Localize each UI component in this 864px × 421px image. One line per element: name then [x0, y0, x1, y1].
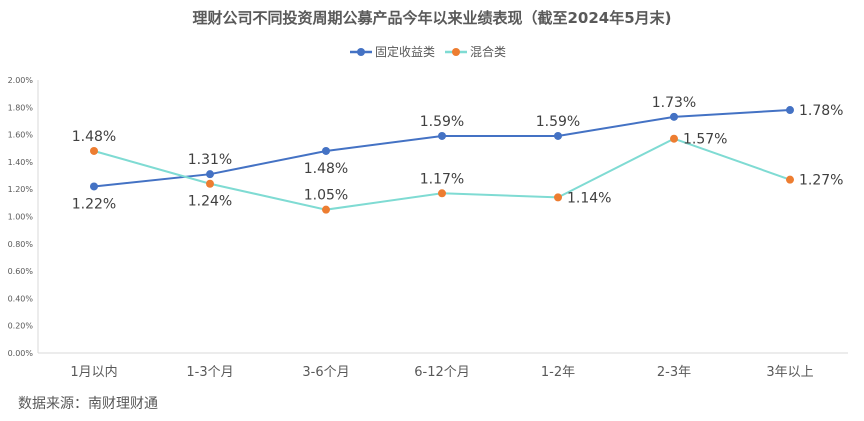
- data-point: [554, 131, 562, 140]
- legend-label: 固定收益类: [375, 44, 435, 59]
- data-label: 1.22%: [72, 196, 116, 212]
- data-point: [322, 146, 330, 155]
- y-tick-label: 0.00%: [8, 349, 34, 358]
- data-point: [206, 170, 214, 179]
- data-label: 1.05%: [304, 188, 348, 204]
- x-tick-label: 3-6个月: [302, 365, 349, 380]
- data-point: [438, 189, 446, 198]
- data-label: 1.59%: [536, 114, 580, 130]
- legend: 固定收益类 混合类: [350, 44, 506, 59]
- data-point: [670, 112, 678, 121]
- y-tick-label: 1.60%: [8, 131, 34, 140]
- data-label: 1.24%: [188, 194, 232, 210]
- data-label: 1.31%: [188, 152, 232, 168]
- y-tick-label: 0.60%: [8, 267, 34, 276]
- data-point: [90, 182, 98, 191]
- y-tick-label: 1.80%: [8, 103, 34, 112]
- legend-label: 混合类: [470, 44, 506, 59]
- data-label: 1.48%: [72, 129, 116, 145]
- data-label: 1.59%: [420, 114, 464, 130]
- data-point: [554, 193, 562, 202]
- x-tick-label: 1-3个月: [186, 365, 233, 380]
- data-point: [786, 106, 794, 115]
- chart-title: 理财公司不同投资周期公募产品今年以来业绩表现（截至2024年5月末): [192, 9, 671, 27]
- y-tick-label: 0.80%: [8, 240, 34, 249]
- y-tick-label: 1.20%: [8, 185, 34, 194]
- data-point: [786, 175, 794, 184]
- data-label: 1.73%: [652, 95, 696, 111]
- data-point: [438, 131, 446, 140]
- data-point: [206, 179, 214, 188]
- y-tick-label: 1.00%: [8, 213, 34, 222]
- x-tick-label: 1月以内: [70, 364, 117, 380]
- data-point: [90, 146, 98, 155]
- data-point: [670, 134, 678, 143]
- data-label: 1.48%: [304, 161, 348, 177]
- legend-marker: [452, 48, 460, 56]
- data-label: 1.57%: [683, 132, 727, 148]
- x-tick-label: 6-12个月: [414, 365, 470, 380]
- x-tick-label: 2-3年: [657, 365, 691, 380]
- y-tick-label: 0.20%: [8, 322, 34, 331]
- source-note: 数据来源：南财理财通: [18, 396, 158, 412]
- data-point: [322, 205, 330, 214]
- y-tick-label: 2.00%: [8, 76, 34, 85]
- data-label: 1.27%: [799, 173, 843, 189]
- x-tick-label: 3年以上: [766, 365, 813, 380]
- x-tick-label: 1-2年: [541, 365, 575, 380]
- y-tick-label: 0.40%: [8, 294, 34, 303]
- y-tick-label: 1.40%: [8, 158, 34, 167]
- legend-marker: [357, 48, 365, 56]
- data-label: 1.78%: [799, 103, 843, 119]
- data-label: 1.17%: [420, 171, 464, 187]
- data-label: 1.14%: [567, 190, 611, 206]
